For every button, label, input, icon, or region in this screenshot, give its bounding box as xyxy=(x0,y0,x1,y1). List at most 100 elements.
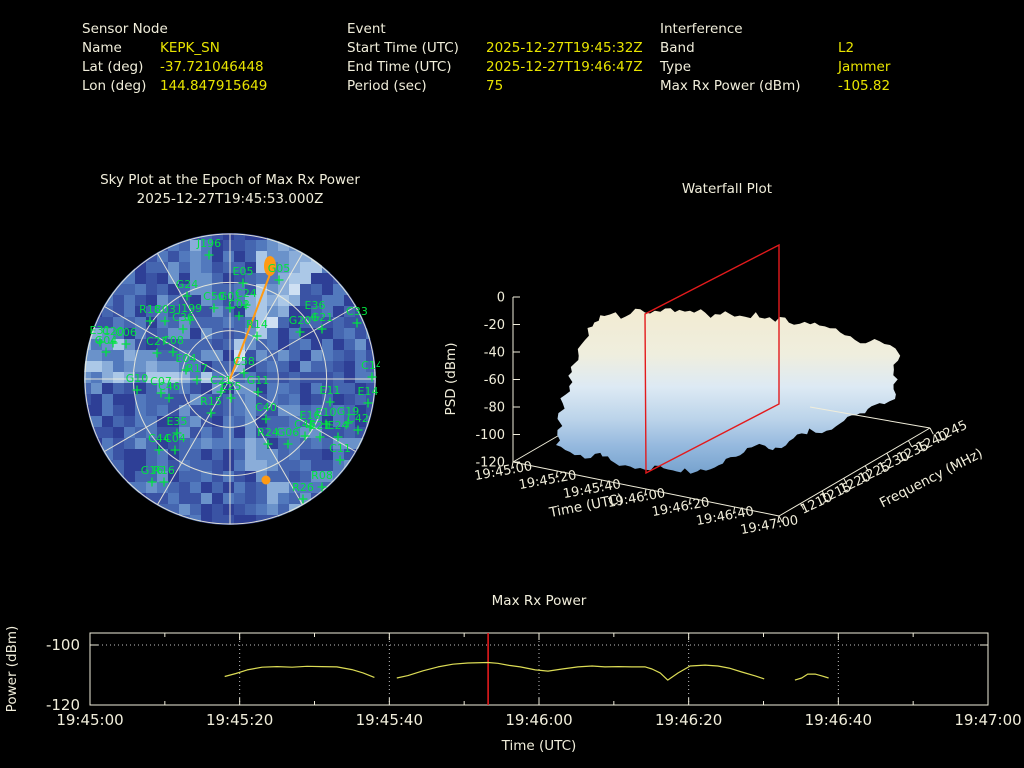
satellite-C14: C14 xyxy=(361,359,380,382)
psd-surface xyxy=(556,308,901,474)
svg-text:J196: J196 xyxy=(196,237,221,250)
skyplot-title: Sky Plot at the Epoch of Max Rx Power xyxy=(100,172,360,188)
svg-text:19:46:00: 19:46:00 xyxy=(505,711,572,729)
event-end-row: End Time (UTC) 2025-12-27T19:46:47Z xyxy=(347,58,643,77)
satellite-G01: G01 xyxy=(219,290,241,313)
event-panel: Event Start Time (UTC) 2025-12-27T19:45:3… xyxy=(347,20,643,96)
satellite-E24: E24 xyxy=(328,419,348,442)
satellite-C24: C24 xyxy=(235,287,257,310)
svg-text:C50: C50 xyxy=(203,290,225,303)
satellite-E21: E21 xyxy=(310,419,331,442)
sensor-lat-row: Lat (deg) -37.721046448 xyxy=(82,58,267,77)
satellite-C07: C07 xyxy=(150,375,172,398)
svg-text:C08: C08 xyxy=(162,334,184,347)
svg-text:C06: C06 xyxy=(115,326,137,339)
event-period-row: Period (sec) 75 xyxy=(347,77,643,96)
svg-text:-120: -120 xyxy=(475,456,505,471)
satellite-E31: E31 xyxy=(90,324,110,347)
satellite-C20: C20 xyxy=(102,325,124,348)
svg-text:-60: -60 xyxy=(484,373,505,388)
plot-frame xyxy=(89,632,989,706)
satellite-R16: R16 xyxy=(153,464,175,487)
sensor-node-panel: Sensor Node Name KEPK_SN Lat (deg) -37.721… xyxy=(82,20,267,96)
svg-text:19:45:00: 19:45:00 xyxy=(56,711,123,729)
satellite-C04: C04 xyxy=(164,432,186,455)
satellite-C02: C02 xyxy=(228,298,250,321)
satellite-C06: C06 xyxy=(115,326,137,349)
satellite-E16: E16 xyxy=(300,409,321,432)
svg-text:E35: E35 xyxy=(167,415,188,428)
svg-text:R26: R26 xyxy=(292,481,314,494)
sensor-node-title: Sensor Node xyxy=(82,21,168,37)
x-axis-label: Time (UTC) xyxy=(501,738,577,754)
svg-text:C21: C21 xyxy=(210,374,232,387)
max-rx-power-plot: 19:45:00 19:45:20 19:45:40 19:46:00 19:46:20… xyxy=(4,626,1022,754)
interference-band-row: Band L2 xyxy=(660,39,890,58)
satellite-E25: E25 xyxy=(221,380,242,403)
info-label: Name xyxy=(82,40,122,56)
svg-text:G20: G20 xyxy=(289,314,312,327)
svg-text:G19: G19 xyxy=(337,405,360,418)
svg-text:G06: G06 xyxy=(277,426,300,439)
svg-text:19:46:20: 19:46:20 xyxy=(655,711,722,729)
satellite-R14: R14 xyxy=(246,318,268,341)
satellite-C40: C40 xyxy=(255,401,277,424)
svg-text:C07: C07 xyxy=(150,375,172,388)
info-label: Band xyxy=(660,40,695,56)
info-label: Period (sec) xyxy=(347,78,427,94)
svg-text:E14: E14 xyxy=(358,385,379,398)
satellite-C42: C42 xyxy=(347,412,369,435)
svg-text:0: 0 xyxy=(497,291,505,306)
satellite-G16: G16 xyxy=(141,464,164,487)
svg-text:G16: G16 xyxy=(141,464,164,477)
info-value: -105.82 xyxy=(838,78,891,94)
satellite-C11: C11 xyxy=(329,442,351,465)
svg-text:-40: -40 xyxy=(484,346,505,361)
skyplot-subtitle: 2025-12-27T19:45:53.000Z xyxy=(136,191,324,207)
svg-text:C36: C36 xyxy=(172,311,194,324)
svg-text:C27: C27 xyxy=(146,335,168,348)
satellite-R08: R08 xyxy=(311,469,333,492)
info-value: 2025-12-27T19:45:32Z xyxy=(486,40,643,56)
svg-text:19:45:20: 19:45:20 xyxy=(206,711,273,729)
waterfall-title: Waterfall Plot xyxy=(681,181,773,197)
satellite-C46: C46 xyxy=(158,380,180,403)
epoch-slice-marker xyxy=(644,243,780,475)
orange-dot-marker xyxy=(261,475,271,485)
satellite-C21: C21 xyxy=(210,374,232,397)
svg-text:E25: E25 xyxy=(221,380,242,393)
interference-type-row: Type Jammer xyxy=(660,58,890,77)
svg-text:E21: E21 xyxy=(310,419,331,432)
info-value: Jammer xyxy=(838,59,891,75)
svg-text:C46: C46 xyxy=(158,380,180,393)
waterfall-time-axis: 19:45:0019:45:2019:45:4019:46:0019:46:20… xyxy=(473,459,799,538)
svg-text:PSD (dBm): PSD (dBm) xyxy=(443,343,459,416)
event-start-row: Start Time (UTC) 2025-12-27T19:45:32Z xyxy=(347,39,643,58)
satellite-R17: R17 xyxy=(186,362,208,385)
info-value: KEPK_SN xyxy=(160,40,220,56)
info-label: Lat (deg) xyxy=(82,59,144,75)
svg-text:C20: C20 xyxy=(102,325,124,338)
satellite-G06: G06 xyxy=(277,426,300,449)
satellite-R15: R15 xyxy=(200,395,222,418)
svg-text:C44: C44 xyxy=(148,432,170,445)
satellite-C03: C03 xyxy=(154,303,176,326)
interference-bearing xyxy=(229,256,276,485)
satellite-C50: C50 xyxy=(203,290,225,313)
info-label: Type xyxy=(660,59,692,75)
svg-text:-20: -20 xyxy=(484,318,505,333)
info-value: L2 xyxy=(838,40,855,56)
waterfall-frequency-axis: 12101215122012251230123512401245Frequenc… xyxy=(778,418,985,523)
svg-text:C11: C11 xyxy=(329,442,351,455)
svg-text:G05: G05 xyxy=(268,262,291,275)
satellite-E10: E10 xyxy=(316,406,336,429)
tick-labels: 19:45:00 19:45:20 19:45:40 19:46:00 19:46:20… xyxy=(46,636,1022,729)
jammer-direction-blob xyxy=(264,256,276,276)
satellite-C45: C45 xyxy=(294,418,316,441)
satellite-G19: G19 xyxy=(337,405,360,428)
svg-text:C03: C03 xyxy=(154,303,176,316)
waterfall-plot: 0 -20 -40 -60 -80 -100 -120 PSD (dBm) 19:45:0019… xyxy=(443,243,985,538)
svg-text:E16: E16 xyxy=(300,409,321,422)
